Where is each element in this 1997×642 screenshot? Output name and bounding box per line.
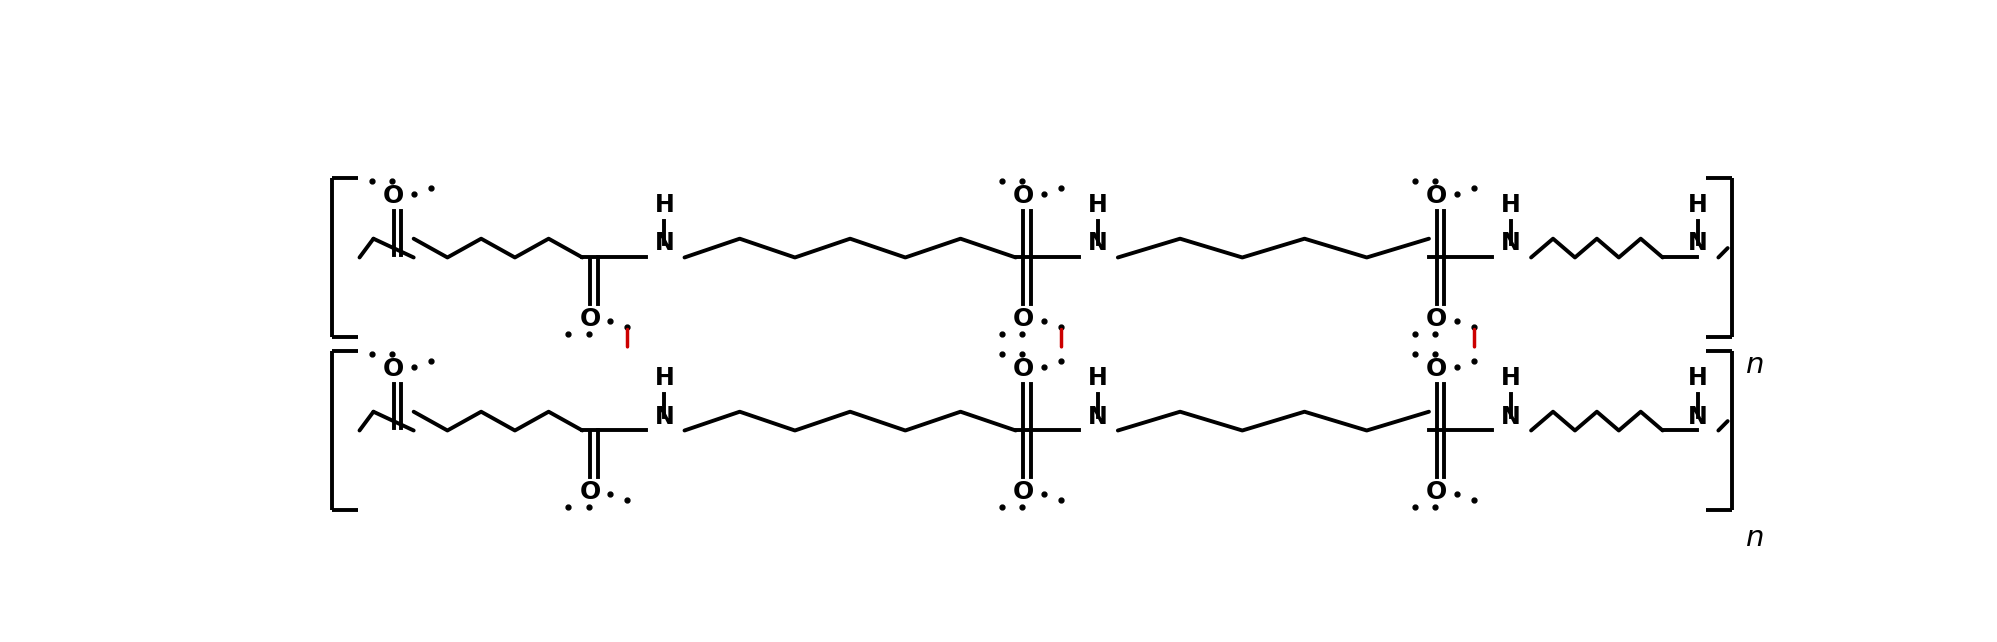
Text: O: O [1426,307,1448,331]
Text: N: N [1687,232,1707,256]
Text: O: O [579,307,601,331]
Text: N: N [1687,404,1707,428]
Text: O: O [1012,307,1034,331]
Text: N: N [1502,404,1522,428]
Text: O: O [383,184,403,208]
Text: H: H [1687,193,1707,217]
Text: O: O [1426,357,1448,381]
Text: H: H [655,366,675,390]
Text: H: H [655,193,675,217]
Text: O: O [1012,184,1034,208]
Text: N: N [655,232,675,256]
Text: O: O [1012,357,1034,381]
Text: N: N [1088,232,1108,256]
Text: H: H [1687,366,1707,390]
Text: H: H [1502,366,1522,390]
Text: n: n [1745,525,1765,552]
Text: O: O [1012,480,1034,504]
Text: N: N [655,404,675,428]
Text: H: H [1502,193,1522,217]
Text: O: O [1426,184,1448,208]
Text: n: n [1745,351,1765,379]
Text: O: O [1426,480,1448,504]
Text: N: N [1502,232,1522,256]
Text: O: O [579,480,601,504]
Text: N: N [1088,404,1108,428]
Text: H: H [1088,193,1108,217]
Text: O: O [383,357,403,381]
Text: H: H [1088,366,1108,390]
